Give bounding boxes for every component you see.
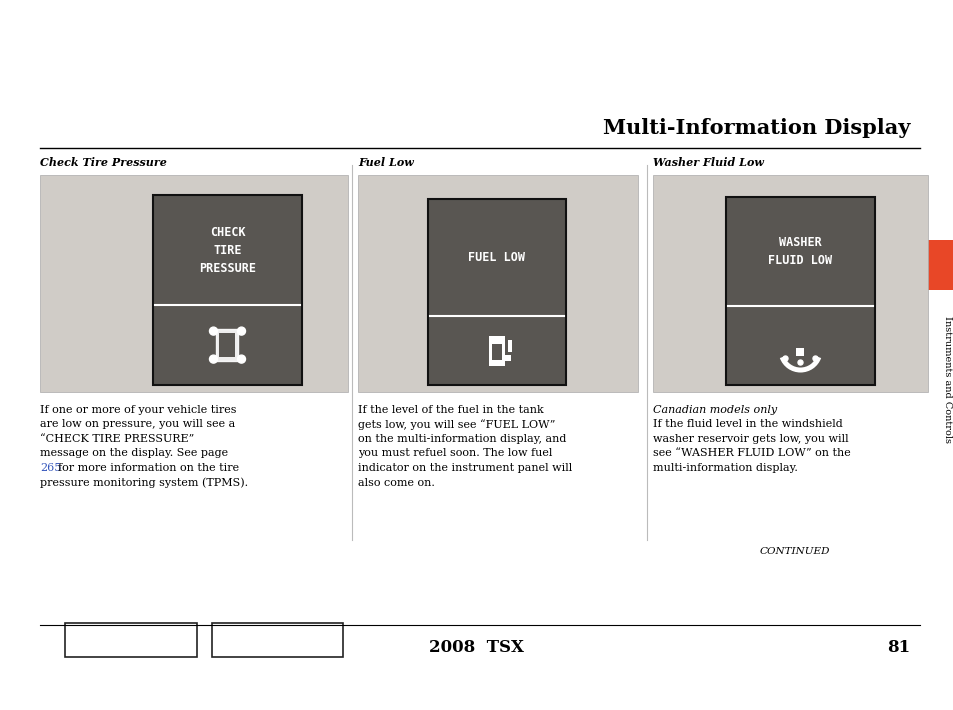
- Circle shape: [210, 327, 217, 335]
- Text: CONTINUED: CONTINUED: [759, 547, 829, 556]
- Bar: [652, 175, 927, 392]
- Text: gets low, you will see “FUEL LOW”: gets low, you will see “FUEL LOW”: [357, 420, 555, 430]
- Text: Canadian models only: Canadian models only: [652, 405, 777, 415]
- Circle shape: [812, 356, 817, 361]
- Text: WASHER
FLUID LOW: WASHER FLUID LOW: [767, 236, 832, 267]
- Text: Washer Fluid Low: Washer Fluid Low: [652, 157, 763, 168]
- Wedge shape: [779, 356, 821, 373]
- Bar: [507, 339, 512, 351]
- Circle shape: [237, 355, 245, 363]
- Text: also come on.: also come on.: [357, 478, 435, 488]
- Bar: [725, 197, 874, 385]
- Text: pressure monitoring system (TPMS).: pressure monitoring system (TPMS).: [40, 478, 248, 488]
- Circle shape: [210, 355, 217, 363]
- Text: indicator on the instrument panel will: indicator on the instrument panel will: [357, 463, 572, 473]
- Circle shape: [237, 327, 245, 335]
- Bar: [219, 333, 235, 357]
- Bar: [212, 623, 343, 657]
- Text: 2008  TSX: 2008 TSX: [429, 640, 524, 657]
- Bar: [796, 347, 803, 356]
- Text: Multi-Information Display: Multi-Information Display: [602, 118, 909, 138]
- Text: CHECK
TIRE
PRESSURE: CHECK TIRE PRESSURE: [199, 226, 255, 275]
- Bar: [216, 329, 238, 361]
- Text: on the multi-information display, and: on the multi-information display, and: [357, 434, 566, 444]
- Text: message on the display. See page: message on the display. See page: [40, 449, 228, 459]
- Bar: [40, 175, 348, 392]
- Text: FUEL LOW: FUEL LOW: [468, 251, 525, 264]
- Text: If one or more of your vehicle tires: If one or more of your vehicle tires: [40, 405, 236, 415]
- Text: for more information on the tire: for more information on the tire: [58, 463, 239, 473]
- Text: Check Tire Pressure: Check Tire Pressure: [40, 157, 167, 168]
- Bar: [65, 623, 196, 657]
- Bar: [492, 344, 501, 359]
- Circle shape: [782, 356, 787, 361]
- Text: multi-information display.: multi-information display.: [652, 463, 797, 473]
- Bar: [500, 354, 511, 361]
- Text: If the fluid level in the windshield: If the fluid level in the windshield: [652, 420, 841, 430]
- Text: see “WASHER FLUID LOW” on the: see “WASHER FLUID LOW” on the: [652, 449, 850, 459]
- Bar: [924, 240, 953, 290]
- Text: “CHECK TIRE PRESSURE”: “CHECK TIRE PRESSURE”: [40, 434, 194, 444]
- Text: Instruments and Controls: Instruments and Controls: [943, 317, 951, 444]
- Text: you must refuel soon. The low fuel: you must refuel soon. The low fuel: [357, 449, 552, 459]
- Circle shape: [797, 360, 802, 365]
- Bar: [489, 336, 504, 366]
- Text: are low on pressure, you will see a: are low on pressure, you will see a: [40, 420, 235, 430]
- Text: If the level of the fuel in the tank: If the level of the fuel in the tank: [357, 405, 543, 415]
- Text: washer reservoir gets low, you will: washer reservoir gets low, you will: [652, 434, 848, 444]
- Bar: [152, 195, 302, 385]
- Text: 81: 81: [886, 640, 909, 657]
- Bar: [428, 199, 565, 385]
- Bar: [357, 175, 638, 392]
- Text: 265: 265: [40, 463, 61, 473]
- Text: Fuel Low: Fuel Low: [357, 157, 414, 168]
